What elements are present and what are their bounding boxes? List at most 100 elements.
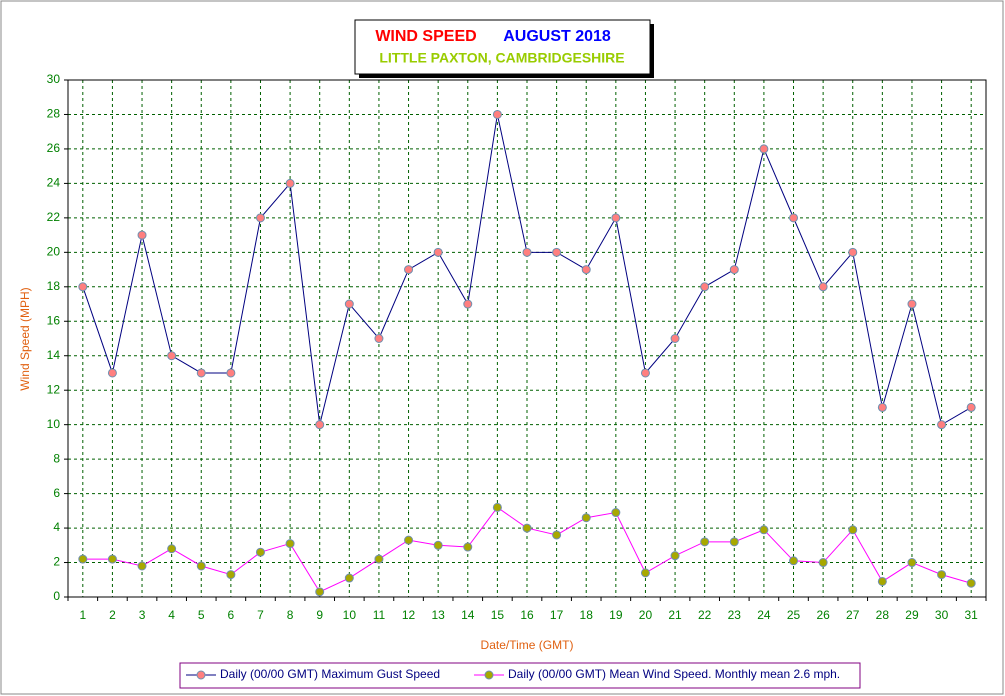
- data-point: [315, 420, 325, 430]
- data-point: [463, 299, 473, 309]
- data-point: [107, 554, 117, 564]
- data-point: [226, 368, 236, 378]
- data-point: [78, 282, 88, 292]
- y-tick-label: 18: [47, 279, 61, 293]
- x-axis-label: Date/Time (GMT): [481, 638, 574, 652]
- data-point: [907, 299, 917, 309]
- data-point: [167, 544, 177, 554]
- x-tick-label: 8: [287, 608, 294, 622]
- x-tick-label: 11: [373, 608, 386, 622]
- x-tick-label: 7: [257, 608, 264, 622]
- data-point: [759, 144, 769, 154]
- data-point: [374, 554, 384, 564]
- plot-frame: [67, 79, 987, 598]
- data-point: [344, 573, 354, 583]
- x-tick-label: 18: [580, 608, 594, 622]
- data-point: [670, 551, 680, 561]
- data-point: [137, 561, 147, 571]
- chart-title: WIND SPEED: [375, 28, 476, 45]
- x-tick-label: 9: [316, 608, 323, 622]
- data-point: [611, 213, 621, 223]
- data-point: [226, 570, 236, 580]
- x-tick-label: 16: [520, 608, 534, 622]
- data-point: [255, 213, 265, 223]
- data-point: [966, 578, 976, 588]
- data-point: [404, 535, 414, 545]
- x-tick-label: 13: [431, 608, 445, 622]
- legend-marker: [484, 670, 494, 680]
- x-tick-label: 24: [757, 608, 771, 622]
- data-point: [433, 247, 443, 257]
- y-tick-label: 26: [47, 141, 61, 155]
- y-tick-label: 28: [47, 107, 61, 121]
- y-tick-label: 4: [53, 520, 60, 534]
- data-point: [433, 540, 443, 550]
- x-tick-label: 23: [728, 608, 742, 622]
- data-point: [759, 525, 769, 535]
- x-tick-label: 12: [402, 608, 416, 622]
- y-tick-label: 20: [47, 245, 61, 259]
- data-point: [789, 556, 799, 566]
- x-tick-label: 5: [198, 608, 205, 622]
- data-point: [729, 265, 739, 275]
- data-point: [137, 230, 147, 240]
- legend-marker: [196, 670, 206, 680]
- x-tick-label: 2: [109, 608, 116, 622]
- data-point: [640, 368, 650, 378]
- data-point: [818, 558, 828, 568]
- data-point: [907, 558, 917, 568]
- data-point: [640, 568, 650, 578]
- y-tick-label: 16: [47, 313, 61, 327]
- data-point: [344, 299, 354, 309]
- data-point: [700, 282, 710, 292]
- data-point: [404, 265, 414, 275]
- x-tick-label: 30: [935, 608, 949, 622]
- x-tick-label: 25: [787, 608, 801, 622]
- data-point: [848, 525, 858, 535]
- y-tick-label: 22: [47, 210, 61, 224]
- data-point: [285, 539, 295, 549]
- y-tick-label: 0: [53, 589, 60, 603]
- y-tick-label: 12: [47, 382, 61, 396]
- chart-title-date: AUGUST 2018: [503, 28, 611, 45]
- x-tick-label: 29: [905, 608, 919, 622]
- data-point: [937, 420, 947, 430]
- data-point: [167, 351, 177, 361]
- y-tick-label: 10: [47, 417, 61, 431]
- y-tick-label: 8: [53, 451, 60, 465]
- data-point: [196, 561, 206, 571]
- data-point: [107, 368, 117, 378]
- y-axis-label: Wind Speed (MPH): [18, 287, 32, 390]
- x-tick-label: 22: [698, 608, 712, 622]
- legend-label: Daily (00/00 GMT) Maximum Gust Speed: [220, 667, 440, 681]
- data-point: [848, 247, 858, 257]
- data-point: [729, 537, 739, 547]
- data-point: [937, 570, 947, 580]
- data-point: [818, 282, 828, 292]
- data-point: [196, 368, 206, 378]
- x-tick-label: 4: [168, 608, 175, 622]
- x-tick-label: 31: [965, 608, 979, 622]
- x-tick-label: 19: [609, 608, 623, 622]
- data-point: [670, 334, 680, 343]
- y-tick-label: 30: [47, 72, 61, 86]
- data-point: [552, 247, 562, 257]
- x-tick-label: 3: [139, 608, 146, 622]
- x-tick-label: 21: [668, 608, 682, 622]
- x-tick-label: 15: [491, 608, 505, 622]
- x-tick-label: 27: [846, 608, 860, 622]
- data-point: [255, 547, 265, 557]
- data-point: [492, 109, 502, 119]
- data-point: [789, 213, 799, 223]
- title-box: [354, 19, 651, 75]
- data-point: [552, 530, 562, 540]
- data-point: [78, 554, 88, 564]
- y-tick-label: 2: [53, 555, 60, 569]
- legend-box: [179, 662, 861, 689]
- x-tick-label: 14: [461, 608, 475, 622]
- data-point: [374, 334, 384, 343]
- data-point: [700, 537, 710, 547]
- x-tick-label: 28: [876, 608, 890, 622]
- legend-label: Daily (00/00 GMT) Mean Wind Speed. Month…: [508, 667, 840, 681]
- x-tick-label: 1: [79, 608, 86, 622]
